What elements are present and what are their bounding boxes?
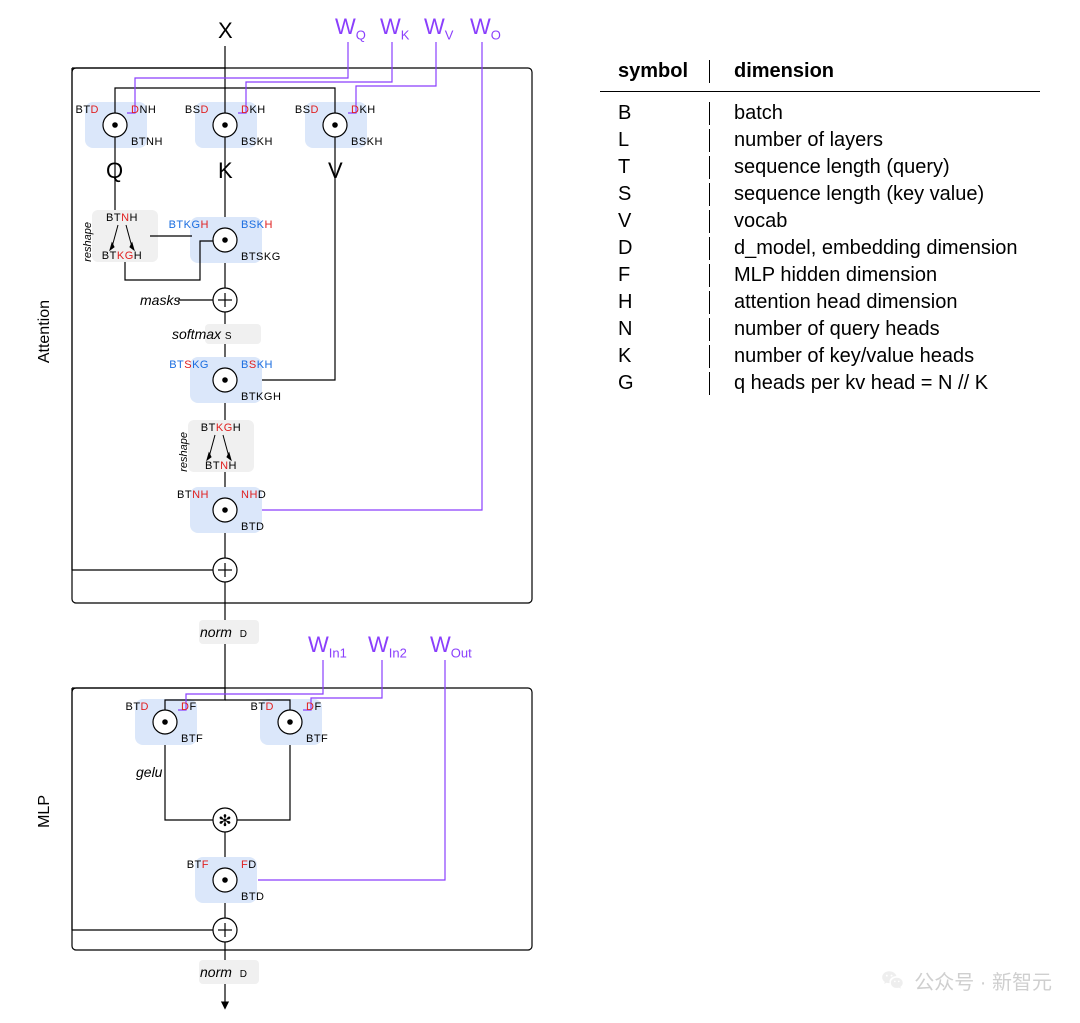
dim-label: BTF — [181, 733, 203, 745]
dim-label: BTD — [75, 104, 99, 116]
dim-label: BTNH — [205, 460, 237, 472]
input-x: X — [218, 18, 233, 44]
legend-symbol: B — [600, 102, 710, 125]
norm2-label: norm D — [200, 964, 247, 980]
dim-label: NHD — [241, 489, 266, 501]
legend-symbol: D — [600, 237, 710, 260]
legend-row: Bbatch — [600, 100, 1040, 127]
weight-win1: WIn1 — [308, 632, 347, 660]
dim-label: BSKH — [241, 359, 273, 371]
dim-label: BTSKG — [169, 359, 209, 371]
legend-dimension: number of key/value heads — [710, 345, 1040, 368]
legend-symbol: H — [600, 291, 710, 314]
watermark-text: 公众号 · 新智元 — [914, 966, 1052, 995]
legend-row: Knumber of key/value heads — [600, 343, 1040, 370]
dim-label: BTD — [250, 701, 274, 713]
reshape-label-1: reshape — [82, 222, 94, 262]
legend-dimension: sequence length (query) — [710, 156, 1040, 179]
legend-row: Gq heads per kv head = N // K — [600, 370, 1040, 397]
svg-text:✻: ✻ — [218, 813, 231, 830]
legend-symbol: V — [600, 210, 710, 233]
legend-symbol: S — [600, 183, 710, 206]
gelu-label: gelu — [136, 764, 162, 780]
legend-dimension: vocab — [710, 210, 1040, 233]
dim-label: BTNH — [177, 489, 209, 501]
legend-dimension: q heads per kv head = N // K — [710, 372, 1040, 395]
dim-label: BTF — [306, 733, 328, 745]
softmax-label: softmax S — [172, 326, 232, 342]
legend-dimension: sequence length (key value) — [710, 183, 1040, 206]
legend-dimension: attention head dimension — [710, 291, 1040, 314]
legend-row: Ssequence length (key value) — [600, 181, 1040, 208]
legend-dimension: d_model, embedding dimension — [710, 237, 1040, 260]
dim-label: BTKGH — [241, 391, 281, 403]
dim-label: BTNH — [131, 136, 163, 148]
dim-label: DKH — [351, 104, 376, 116]
dim-label: BSKH — [241, 219, 273, 231]
legend-symbol: K — [600, 345, 710, 368]
legend-row: Hattention head dimension — [600, 289, 1040, 316]
k-label: K — [218, 158, 233, 184]
legend-row: Lnumber of layers — [600, 127, 1040, 154]
reshape-label-2: reshape — [178, 432, 190, 472]
dim-label: BSD — [295, 104, 319, 116]
legend-dimension: number of layers — [710, 129, 1040, 152]
dim-label: BTD — [241, 891, 265, 903]
dim-label: BTF — [187, 859, 209, 871]
legend-row: Nnumber of query heads — [600, 316, 1040, 343]
dim-label: BTKGH — [169, 219, 209, 231]
legend-dimension: number of query heads — [710, 318, 1040, 341]
legend-row: FMLP hidden dimension — [600, 262, 1040, 289]
v-label: V — [328, 158, 343, 184]
legend-header-dimension: dimension — [710, 60, 1040, 83]
dim-label: BTKGH — [102, 250, 142, 262]
watermark: 公众号 · 新智元 — [880, 966, 1052, 995]
dim-label: BTNH — [106, 212, 138, 224]
legend-header: symbol dimension — [600, 60, 1040, 92]
legend-symbol: T — [600, 156, 710, 179]
dim-label: BTKGH — [201, 422, 241, 434]
legend-symbol: F — [600, 264, 710, 287]
masks-label: masks — [140, 292, 180, 308]
dim-label: BSKH — [241, 136, 273, 148]
legend-dimension: batch — [710, 102, 1040, 125]
legend-row: Tsequence length (query) — [600, 154, 1040, 181]
dim-label: BTSKG — [241, 251, 281, 263]
wechat-icon — [880, 968, 906, 994]
legend-symbol: L — [600, 129, 710, 152]
dim-label: BTD — [241, 521, 265, 533]
weight-wout: WOut — [430, 632, 472, 660]
weight-wo: WO — [470, 14, 501, 42]
q-label: Q — [106, 158, 123, 184]
weight-wq: WQ — [335, 14, 366, 42]
dim-label: BSKH — [351, 136, 383, 148]
legend-dimension: MLP hidden dimension — [710, 264, 1040, 287]
dim-label: DKH — [241, 104, 266, 116]
legend-table: symbol dimension BbatchLnumber of layers… — [600, 60, 1040, 397]
dim-label: DF — [181, 701, 197, 713]
mlp-section-label: MLP — [36, 795, 54, 828]
dim-label: BSD — [185, 104, 209, 116]
dim-label: DNH — [131, 104, 156, 116]
mul-op: ✻ — [213, 808, 237, 832]
legend-header-symbol: symbol — [600, 60, 710, 83]
legend-symbol: N — [600, 318, 710, 341]
weight-wk: WK — [380, 14, 409, 42]
weight-wv: WV — [424, 14, 453, 42]
legend-symbol: G — [600, 372, 710, 395]
dim-label: DF — [306, 701, 322, 713]
attention-box — [72, 68, 532, 603]
dim-label: FD — [241, 859, 257, 871]
legend-row: Vvocab — [600, 208, 1040, 235]
attention-section-label: Attention — [36, 300, 54, 363]
weight-win2: WIn2 — [368, 632, 407, 660]
dim-label: BTD — [125, 701, 149, 713]
norm1-label: norm D — [200, 624, 247, 640]
legend-row: Dd_model, embedding dimension — [600, 235, 1040, 262]
